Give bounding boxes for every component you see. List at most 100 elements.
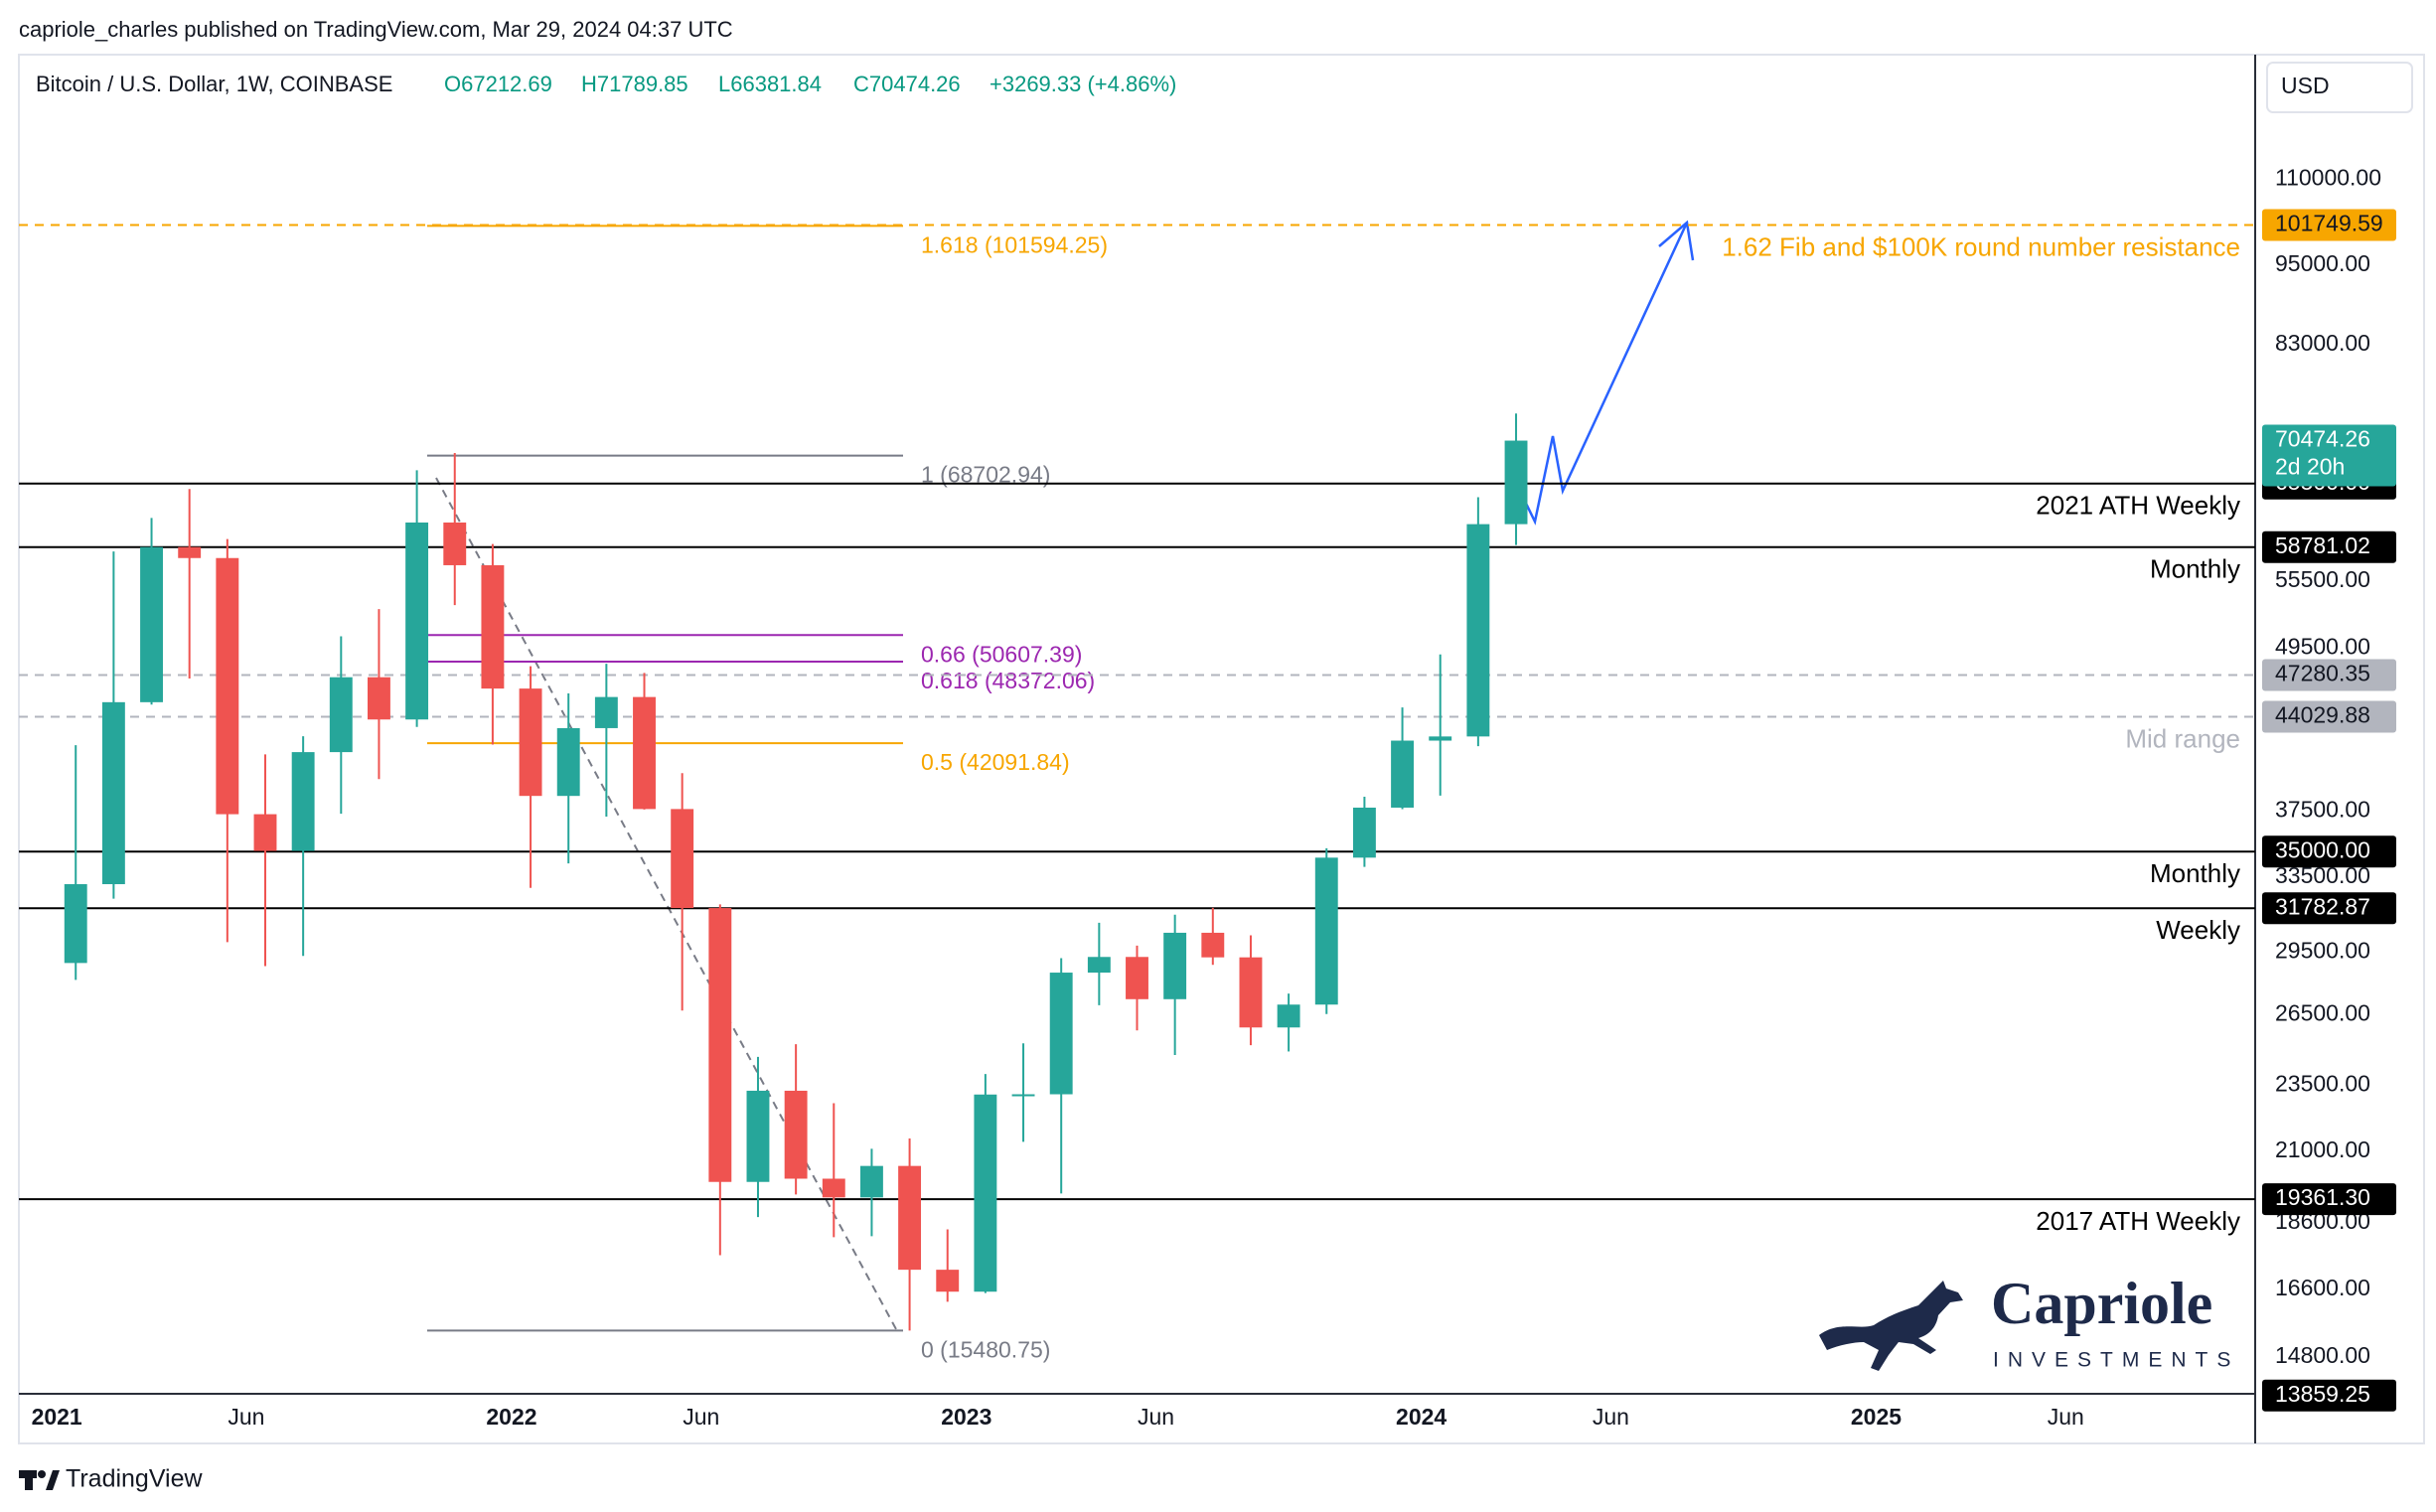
price-label-box (2262, 659, 2396, 691)
candle-body (1049, 973, 1073, 1095)
logo-sub: INVESTMENTS (1993, 1349, 2239, 1372)
x-tick-label: Jun (1593, 1404, 1629, 1430)
projection-path (1506, 222, 1689, 526)
level-text: 2017 ATH Weekly (2036, 1206, 2240, 1236)
price-label: 58781.02 (2275, 532, 2370, 558)
candle-body (368, 677, 390, 720)
x-tick-label: 2024 (1396, 1404, 1446, 1430)
candle-body (1011, 1094, 1035, 1097)
last-price: 70474.26 (2275, 426, 2370, 452)
y-tick-label: 110000.00 (2275, 164, 2381, 190)
candle-body (708, 908, 732, 1182)
candle-body (291, 752, 315, 851)
candle-body (216, 557, 239, 815)
chart-frame (18, 54, 2425, 1444)
candle-body (1314, 857, 1338, 1005)
candle-body (329, 677, 353, 753)
fib-label: 0.66 (50607.39) (921, 641, 1082, 667)
tradingview-logo (19, 1470, 60, 1490)
ohlc-value: H71789.85 (581, 72, 688, 96)
y-tick-label: 37500.00 (2275, 797, 2370, 823)
candle-body (64, 884, 87, 964)
price-label-box (2262, 835, 2396, 868)
candle-body (443, 522, 467, 565)
x-tick-label: Jun (2048, 1404, 2084, 1430)
symbol-legend: Bitcoin / U.S. Dollar, 1W, COINBASE (36, 72, 392, 96)
x-tick-label: 2022 (486, 1404, 536, 1430)
price-label-box (2262, 530, 2396, 563)
candle-body (101, 701, 125, 885)
candle-body (1126, 957, 1148, 999)
y-tick-label: 83000.00 (2275, 330, 2370, 356)
candle-body (1277, 1004, 1300, 1028)
candle-body (594, 696, 618, 728)
price-label-box (2262, 1183, 2396, 1216)
candle-body (859, 1165, 883, 1198)
price-label: 47280.35 (2275, 661, 2370, 686)
x-tick-label: 2023 (941, 1404, 991, 1430)
ohlc-value: O67212.69 (444, 72, 552, 96)
y-tick-label: 21000.00 (2275, 1136, 2370, 1162)
logo-horse (1819, 1281, 1963, 1371)
candle-body (784, 1090, 808, 1179)
level-text: Weekly (2156, 915, 2240, 945)
currency[interactable]: USD (2281, 73, 2330, 98)
level-text: Monthly (2150, 858, 2240, 888)
x-tick-label: 2021 (32, 1404, 82, 1430)
y-tick-label: 16600.00 (2275, 1275, 2370, 1300)
candle-body (481, 564, 505, 689)
y-tick-label: 49500.00 (2275, 633, 2370, 659)
candle-body (519, 688, 542, 797)
y-tick-label: 29500.00 (2275, 937, 2370, 963)
candle-body (746, 1090, 770, 1182)
price-label-box (2262, 892, 2396, 925)
candle-body (974, 1094, 997, 1292)
candle-body (1429, 736, 1452, 741)
price-label: 101749.59 (2275, 211, 2383, 236)
level-text: 2021 ATH Weekly (2036, 491, 2240, 521)
candle-body (898, 1165, 922, 1271)
price-label-box (2262, 1379, 2396, 1412)
fib-trend-line (435, 477, 897, 1330)
price-label: 44029.88 (2275, 702, 2370, 728)
candle-body (405, 522, 429, 720)
price-label: 35000.00 (2275, 836, 2370, 862)
x-tick-label: Jun (683, 1404, 719, 1430)
projection-arrowhead (1658, 220, 1695, 261)
price-label: 19361.30 (2275, 1184, 2370, 1210)
footer-brand: TradingView (66, 1465, 204, 1493)
y-tick-label: 55500.00 (2275, 566, 2370, 592)
candle-body (178, 546, 202, 558)
level-text: Monthly (2150, 554, 2240, 584)
currency-box[interactable] (2266, 62, 2413, 113)
level-text: Mid range (2125, 723, 2240, 753)
level-text: 1.62 Fib and $100K round number resistan… (1722, 231, 2240, 261)
fib-label: 0.618 (48372.06) (921, 668, 1095, 693)
candle-body (253, 814, 277, 851)
candle-body (633, 696, 656, 810)
candle-body (556, 727, 580, 797)
candle-body (1201, 932, 1225, 958)
last-price-box (2262, 424, 2396, 487)
candle-body (1163, 932, 1187, 999)
candle-body (671, 809, 694, 909)
fib-label: 0 (15480.75) (921, 1336, 1050, 1362)
candle-body (1239, 957, 1263, 1028)
price-label-box (2262, 700, 2396, 733)
logo-name: Capriole (1991, 1271, 2212, 1336)
candle-body (1466, 524, 1490, 737)
fib-label: 0.5 (42091.84) (921, 749, 1070, 775)
y-tick-label: 23500.00 (2275, 1071, 2370, 1097)
ohlc-value: +3269.33 (+4.86%) (990, 72, 1176, 96)
published-info: capriole_charles published on TradingVie… (19, 17, 733, 42)
y-tick-label: 26500.00 (2275, 1000, 2370, 1026)
ohlc-value: C70474.26 (853, 72, 961, 96)
price-label: 31782.87 (2275, 893, 2370, 919)
price-label: 13859.25 (2275, 1381, 2370, 1407)
y-tick-label: 95000.00 (2275, 250, 2370, 276)
ohlc-value: L66381.84 (718, 72, 822, 96)
candle-body (1504, 440, 1528, 525)
candle-body (936, 1270, 960, 1292)
